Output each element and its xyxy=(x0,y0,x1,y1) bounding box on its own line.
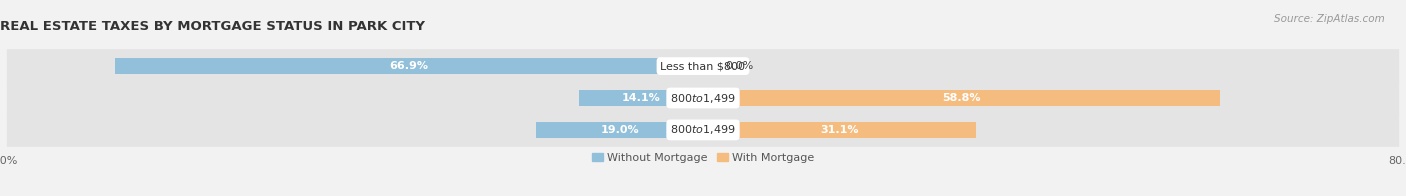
Legend: Without Mortgage, With Mortgage: Without Mortgage, With Mortgage xyxy=(588,148,818,167)
Text: 0.0%: 0.0% xyxy=(725,61,754,71)
Text: 66.9%: 66.9% xyxy=(389,61,429,71)
Text: REAL ESTATE TAXES BY MORTGAGE STATUS IN PARK CITY: REAL ESTATE TAXES BY MORTGAGE STATUS IN … xyxy=(0,20,425,33)
Text: 58.8%: 58.8% xyxy=(942,93,980,103)
FancyBboxPatch shape xyxy=(7,49,1399,83)
FancyBboxPatch shape xyxy=(7,81,1399,115)
Text: $800 to $1,499: $800 to $1,499 xyxy=(671,123,735,136)
Text: Less than $800: Less than $800 xyxy=(661,61,745,71)
Bar xyxy=(579,90,703,106)
Bar xyxy=(115,58,703,74)
Bar xyxy=(703,90,1219,106)
Text: 31.1%: 31.1% xyxy=(820,125,859,135)
Text: 19.0%: 19.0% xyxy=(600,125,638,135)
FancyBboxPatch shape xyxy=(7,113,1399,147)
Bar xyxy=(703,122,976,138)
Text: Source: ZipAtlas.com: Source: ZipAtlas.com xyxy=(1274,14,1385,24)
Text: 14.1%: 14.1% xyxy=(621,93,661,103)
Text: $800 to $1,499: $800 to $1,499 xyxy=(671,92,735,104)
Bar xyxy=(536,122,703,138)
